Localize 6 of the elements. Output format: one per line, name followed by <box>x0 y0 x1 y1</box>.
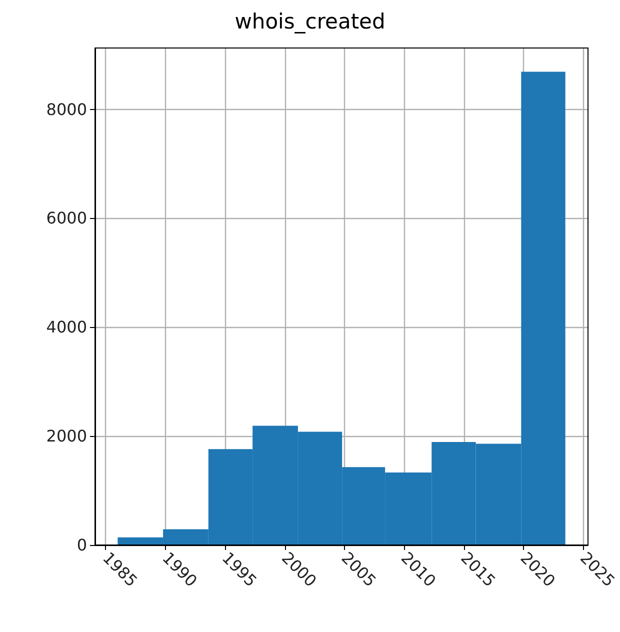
y-tick-label: 6000 <box>46 208 87 228</box>
y-tick-label: 2000 <box>46 426 87 446</box>
chart-title: whois_created <box>234 10 386 34</box>
y-tick-label: 8000 <box>46 100 87 119</box>
y-tick-label: 4000 <box>46 318 87 337</box>
y-tick-label: 0 <box>76 536 87 554</box>
